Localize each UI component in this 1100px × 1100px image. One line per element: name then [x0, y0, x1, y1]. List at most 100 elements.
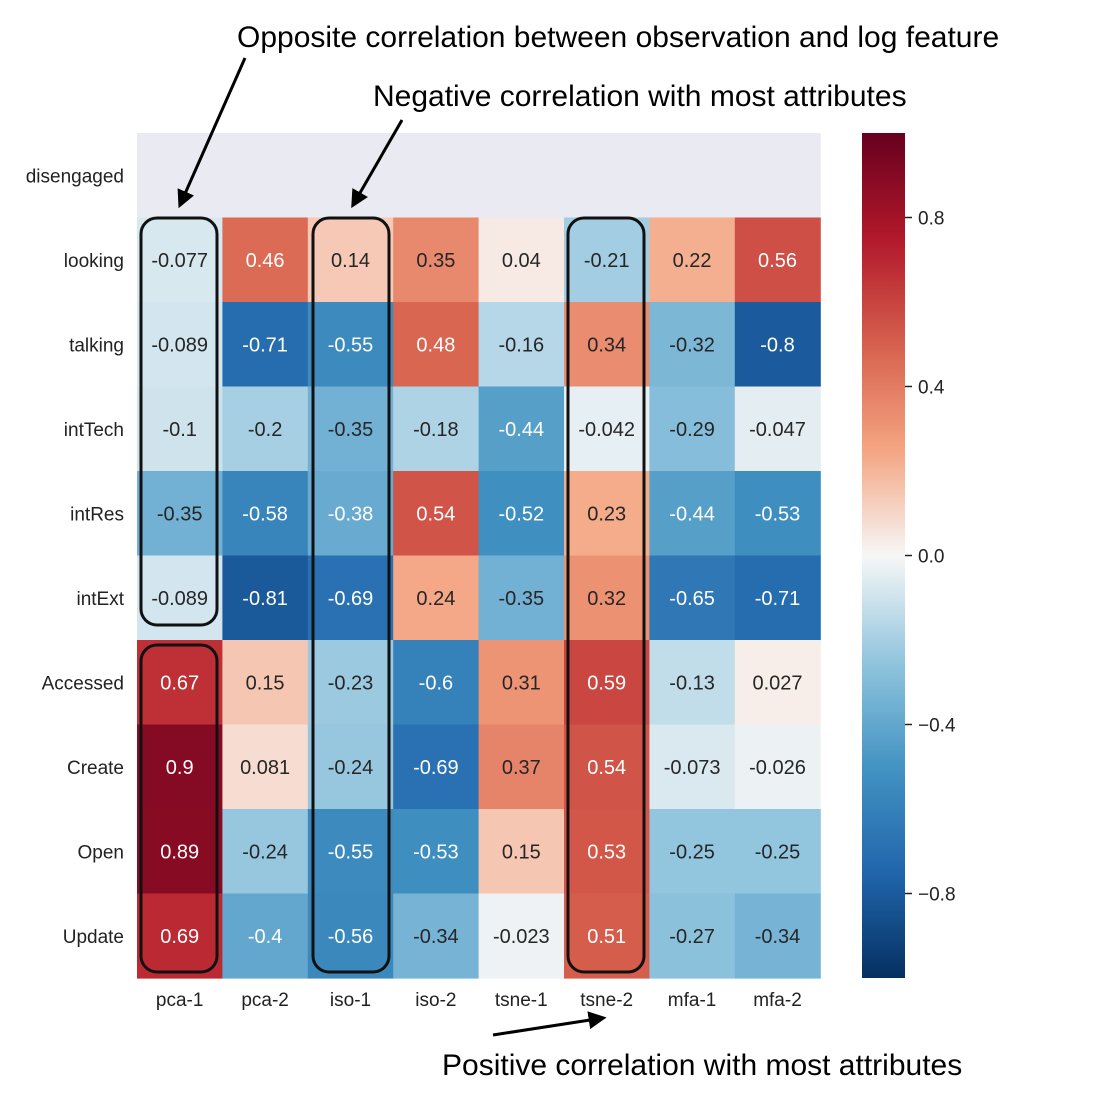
cell-talking-iso-2: [393, 302, 480, 388]
row-label-intExt: intExt: [76, 589, 124, 610]
cell-intTech-iso-2: [393, 386, 480, 472]
cell-looking-mfa-2: [734, 217, 821, 303]
cell-intRes-iso-2: [393, 471, 480, 557]
cell-Create-pca-2: [222, 724, 309, 810]
cell-talking-pca-2: [222, 302, 309, 388]
cell-Create-iso-2: [393, 724, 480, 810]
annotation-negative-correlation: Negative correlation with most attribute…: [373, 80, 907, 113]
cell-value-Open-iso-2: -0.53: [413, 841, 459, 863]
cell-value-intRes-pca-2: -0.58: [242, 503, 288, 525]
cell-intExt-tsne-1: [478, 555, 565, 641]
annotation-opposite-correlation: Opposite correlation between observation…: [237, 21, 999, 54]
cell-intTech-mfa-2: [734, 386, 821, 472]
cell-value-intTech-iso-1: -0.35: [328, 419, 374, 441]
cell-value-Open-pca-1: 0.89: [160, 841, 199, 863]
cell-Create-pca-1: [137, 724, 223, 810]
cell-looking-pca-1: [137, 217, 223, 303]
cell-value-looking-pca-2: 0.46: [246, 250, 285, 272]
cell-value-intTech-tsne-2: -0.042: [578, 419, 635, 441]
cell-value-looking-mfa-1: 0.22: [673, 250, 712, 272]
cell-talking-mfa-2: [734, 302, 821, 388]
cell-value-intRes-mfa-1: -0.44: [669, 503, 715, 525]
cell-value-looking-tsne-2: -0.21: [584, 250, 630, 272]
arrow-to-pca-1: [177, 57, 247, 209]
cell-talking-tsne-1: [478, 302, 565, 388]
cell-Update-pca-1: [137, 893, 223, 979]
cell-intTech-tsne-1: [478, 386, 565, 472]
cell-value-intTech-iso-2: -0.18: [413, 419, 459, 441]
cell-Open-tsne-2: [564, 809, 650, 895]
col-label-mfa-1: mfa-1: [668, 990, 717, 1011]
cell-value-intTech-pca-2: -0.2: [248, 419, 282, 441]
cell-value-talking-iso-1: -0.55: [328, 334, 374, 356]
arrow-to-iso-1: [351, 119, 404, 209]
cell-talking-iso-1: [307, 302, 394, 388]
cell-value-looking-iso-1: 0.14: [331, 250, 370, 272]
cell-looking-iso-2: [393, 217, 480, 303]
colorbar-tick-label: 0.4: [918, 378, 945, 399]
cell-value-Update-tsne-1: -0.023: [493, 926, 550, 948]
cell-value-Create-iso-1: -0.24: [328, 757, 374, 779]
annotation-arrows: [177, 57, 607, 1037]
cell-value-Create-tsne-1: 0.37: [502, 757, 541, 779]
cell-value-Accessed-mfa-2: 0.027: [752, 672, 802, 694]
annotation-positive-correlation: Positive correlation with most attribute…: [442, 1049, 962, 1082]
cell-value-talking-pca-2: -0.71: [242, 334, 288, 356]
cell-talking-pca-1: [137, 302, 223, 388]
cell-Open-mfa-1: [649, 809, 736, 895]
cell-disengaged-iso-2: [393, 133, 480, 219]
cell-value-Accessed-tsne-1: 0.31: [502, 672, 541, 694]
row-label-disengaged: disengaged: [26, 166, 124, 187]
cell-disengaged-tsne-1: [478, 133, 565, 219]
cell-intExt-mfa-1: [649, 555, 736, 641]
row-label-Create: Create: [67, 758, 124, 779]
cell-disengaged-iso-1: [307, 133, 394, 219]
cell-looking-pca-2: [222, 217, 309, 303]
cell-Update-mfa-1: [649, 893, 736, 979]
cell-Open-pca-1: [137, 809, 223, 895]
cell-Accessed-mfa-1: [649, 640, 736, 726]
cell-intRes-pca-1: [137, 471, 223, 557]
cell-Create-tsne-1: [478, 724, 565, 810]
cell-disengaged-tsne-2: [564, 133, 650, 219]
cell-value-intRes-tsne-1: -0.52: [499, 503, 545, 525]
cell-value-Update-mfa-1: -0.27: [669, 926, 715, 948]
cell-intRes-mfa-2: [734, 471, 821, 557]
col-label-iso-1: iso-1: [330, 990, 371, 1011]
heatmap-cell-labels: -0.077 0.46 0.14 0.35 0.04 -0.21 0.22 0.56 -0.08…: [151, 250, 806, 948]
cell-value-Update-tsne-2: 0.51: [587, 926, 626, 948]
cell-Accessed-mfa-2: [734, 640, 821, 726]
colorbar-tick-label: 0.8: [918, 209, 944, 230]
colorbar: 0.8 0.4 0.0 −0.4 −0.8: [862, 133, 956, 978]
cell-value-Accessed-pca-1: 0.67: [160, 672, 199, 694]
cell-value-talking-mfa-1: -0.32: [669, 334, 715, 356]
cell-value-Accessed-tsne-2: 0.59: [587, 672, 626, 694]
row-label-Update: Update: [63, 927, 124, 948]
row-label-intRes: intRes: [70, 504, 124, 525]
cell-Accessed-tsne-1: [478, 640, 565, 726]
cell-Accessed-pca-1: [137, 640, 223, 726]
cell-value-Open-pca-2: -0.24: [242, 841, 288, 863]
cell-disengaged-mfa-1: [649, 133, 736, 219]
cell-value-Update-mfa-2: -0.34: [755, 926, 801, 948]
cell-Open-pca-2: [222, 809, 309, 895]
cell-value-Create-tsne-2: 0.54: [587, 757, 626, 779]
cell-value-looking-pca-1: -0.077: [151, 250, 208, 272]
col-label-tsne-1: tsne-1: [495, 990, 548, 1011]
cell-Update-tsne-1: [478, 893, 565, 979]
cell-value-talking-pca-1: -0.089: [151, 334, 208, 356]
cell-intRes-pca-2: [222, 471, 309, 557]
cell-Update-iso-2: [393, 893, 480, 979]
cell-value-Create-pca-1: 0.9: [166, 757, 194, 779]
cell-value-Accessed-pca-2: 0.15: [246, 672, 285, 694]
col-label-pca-2: pca-2: [241, 990, 289, 1011]
y-axis-tick-labels: disengaged looking talking intTech intRes int…: [26, 166, 125, 948]
cell-Accessed-pca-2: [222, 640, 309, 726]
cell-Create-mfa-1: [649, 724, 736, 810]
colorbar-tick-label: −0.4: [918, 716, 956, 737]
cell-value-intExt-tsne-1: -0.35: [499, 588, 545, 610]
cell-value-looking-mfa-2: 0.56: [758, 250, 797, 272]
cell-value-Accessed-mfa-1: -0.13: [669, 672, 715, 694]
colorbar-tick-label: 0.0: [918, 547, 944, 568]
cell-value-Create-mfa-2: -0.026: [749, 757, 806, 779]
